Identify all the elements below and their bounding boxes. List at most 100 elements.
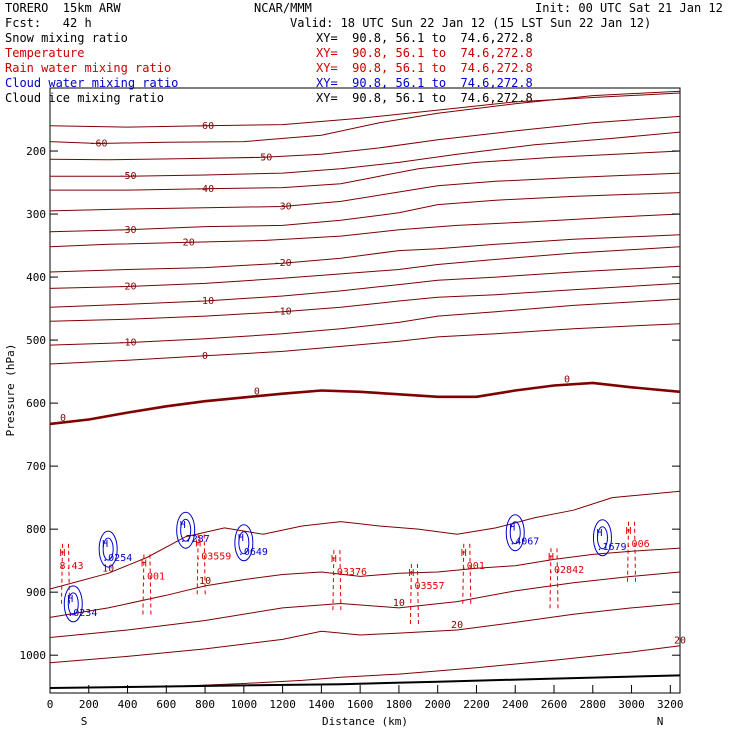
cloud-water-max-marker: H xyxy=(238,533,244,544)
cloud-water-max-marker: H xyxy=(102,539,108,550)
temperature-contour xyxy=(49,213,681,248)
rain-water-contour xyxy=(409,563,419,624)
cloud-water-max-marker: H xyxy=(596,528,602,539)
contour-label: -30 xyxy=(274,201,292,212)
cloud-water-max-label: .0254 xyxy=(102,553,132,564)
x-tick-label: 1600 xyxy=(347,698,374,711)
contour-label: -10 xyxy=(274,307,292,318)
cloud-water-contour xyxy=(234,524,254,562)
temperature-contour xyxy=(166,645,681,688)
field-cloud-ice-name: Cloud ice mixing ratio xyxy=(5,91,164,105)
x-tick-label: 1000 xyxy=(231,698,258,711)
x-axis-left-end: S xyxy=(81,715,88,728)
temperature-contour xyxy=(49,603,681,664)
contour-label: 0 xyxy=(202,351,208,362)
x-tick-label: 0 xyxy=(47,698,54,711)
y-tick-label: 400 xyxy=(26,271,46,284)
contour-label: 20 xyxy=(674,636,686,647)
contour-label: -50 xyxy=(119,171,137,182)
forecast-hour: Fcst: 42 h xyxy=(5,16,92,30)
field-cloud-water-xy: XY= 90.8, 56.1 to 74.6,272.8 xyxy=(316,76,533,90)
field-cloud-water-name: Cloud water mixing ratio xyxy=(5,76,179,90)
rain-water-contour xyxy=(462,543,472,604)
cloud-water-contour xyxy=(505,514,525,552)
field-temperature-xy: XY= 90.8, 56.1 to 74.6,272.8 xyxy=(316,46,533,60)
contour-label: -40 xyxy=(196,184,214,195)
cloud-water-max-label: .0234 xyxy=(67,608,97,619)
y-tick-label: 900 xyxy=(26,586,46,599)
contour-label: -30 xyxy=(119,225,137,236)
cloud-water-max-label: .1679 xyxy=(596,542,626,553)
x-axis-right-end: N xyxy=(657,715,664,728)
temperature-contour xyxy=(49,547,681,618)
rain-max-label: .03376 xyxy=(331,567,367,578)
cloud-water-max-label: .7287 xyxy=(180,534,210,545)
rain-max-marker: H xyxy=(141,559,147,570)
x-tick-label: 3000 xyxy=(618,698,645,711)
x-tick-label: 2000 xyxy=(424,698,451,711)
cloud-water-max-marker: H xyxy=(180,520,186,531)
contour-label: 0 xyxy=(564,374,570,385)
rain-max-label: .02842 xyxy=(548,565,584,576)
rain-max-marker: H xyxy=(195,538,201,549)
cloud-water-contour xyxy=(509,521,521,545)
rain-water-contour xyxy=(61,543,71,604)
contour-label: 0 xyxy=(254,386,260,397)
field-snow-name: Snow mixing ratio xyxy=(5,31,128,45)
contour-label: -20 xyxy=(274,258,292,269)
rain-max-marker: H xyxy=(60,548,66,559)
rain-max-marker: H xyxy=(548,552,554,563)
y-axis-title: Pressure (hPa) xyxy=(4,344,17,437)
temperature-contour xyxy=(50,150,681,191)
cloud-water-contour xyxy=(98,530,118,568)
x-tick-label: 200 xyxy=(79,698,99,711)
cloud-water-contour xyxy=(67,592,79,616)
rain-max-label: .03559 xyxy=(195,551,231,562)
temperature-contour xyxy=(49,115,681,161)
contour-label: 10 xyxy=(102,563,114,574)
temperature-contour xyxy=(49,246,681,289)
temperature-contour xyxy=(49,92,681,128)
rain-max-label: .006 xyxy=(626,539,650,550)
cloud-water-contour xyxy=(63,585,83,623)
temperature-contour xyxy=(49,282,681,322)
temperature-contour xyxy=(49,265,681,308)
model-title: TORERO 15km ARW xyxy=(5,1,121,15)
cloud-water-contour xyxy=(238,531,250,555)
field-rain-name: Rain water mixing ratio xyxy=(5,61,172,75)
cloud-water-contour xyxy=(596,526,608,550)
x-tick-label: 2200 xyxy=(463,698,490,711)
contour-label: 20 xyxy=(451,620,463,631)
field-temperature-name: Temperature xyxy=(5,46,85,60)
temperature-contour xyxy=(49,323,681,365)
rain-max-marker: H xyxy=(626,526,632,537)
y-tick-label: 800 xyxy=(26,523,46,536)
cloud-water-contour xyxy=(180,518,192,542)
rain-water-contour xyxy=(196,534,206,595)
y-tick-label: 300 xyxy=(26,208,46,221)
x-tick-label: 1800 xyxy=(386,698,413,711)
x-tick-label: 600 xyxy=(156,698,176,711)
rain-water-contour xyxy=(549,548,559,609)
temperature-contour xyxy=(49,234,681,273)
contour-label: -60 xyxy=(89,138,107,149)
contour-label: -10 xyxy=(196,296,214,307)
rain-max-label: .03557 xyxy=(408,581,444,592)
x-axis: 0 200 400 600 800 1000 1200 1400 1600 1800 2000 220… xyxy=(47,685,684,711)
surface-pressure-line xyxy=(49,674,681,689)
cloud-water-contour xyxy=(102,537,114,561)
cloud-water-max-marker: H xyxy=(509,523,515,534)
rain-max-marker: H xyxy=(408,568,414,579)
contour-label: -60 xyxy=(196,121,214,132)
x-axis-title: Distance (km) xyxy=(322,715,408,728)
rain-max-marker: H xyxy=(331,554,337,565)
temperature-contour xyxy=(49,571,681,638)
x-tick-label: 400 xyxy=(118,698,138,711)
contour-label: 10 xyxy=(199,576,211,587)
y-tick-label: 700 xyxy=(26,460,46,473)
field-snow-xy: XY= 90.8, 56.1 to 74.6,272.8 xyxy=(316,31,533,45)
cloud-water-contour xyxy=(592,519,612,557)
rain-water-contour xyxy=(627,521,637,582)
